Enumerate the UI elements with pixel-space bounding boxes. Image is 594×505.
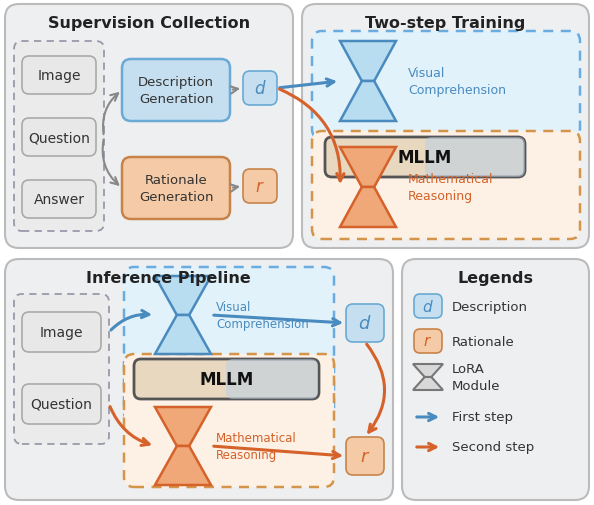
Polygon shape (155, 446, 211, 485)
Polygon shape (340, 82, 396, 122)
FancyBboxPatch shape (243, 72, 277, 106)
Text: Mathematical
Reasoning: Mathematical Reasoning (216, 431, 297, 461)
FancyBboxPatch shape (346, 437, 384, 475)
Text: Second step: Second step (452, 441, 534, 453)
Text: Inference Pipeline: Inference Pipeline (86, 270, 250, 285)
Text: $r$: $r$ (255, 178, 265, 195)
Polygon shape (340, 188, 396, 228)
FancyBboxPatch shape (124, 268, 334, 422)
Polygon shape (340, 147, 396, 188)
FancyBboxPatch shape (14, 42, 104, 231)
Text: Rationale
Generation: Rationale Generation (139, 174, 213, 204)
Polygon shape (340, 42, 396, 82)
FancyBboxPatch shape (325, 138, 525, 178)
Text: Visual
Comprehension: Visual Comprehension (216, 300, 309, 330)
Text: $r$: $r$ (360, 447, 370, 465)
Text: Question: Question (30, 397, 93, 411)
FancyBboxPatch shape (312, 132, 580, 239)
FancyBboxPatch shape (414, 329, 442, 353)
FancyBboxPatch shape (226, 359, 318, 399)
Polygon shape (413, 364, 443, 377)
FancyBboxPatch shape (22, 313, 101, 352)
Text: Rationale: Rationale (452, 335, 515, 348)
Text: Image: Image (40, 325, 83, 339)
Text: MLLM: MLLM (200, 370, 254, 388)
Text: $d$: $d$ (254, 80, 266, 98)
Text: Legends: Legends (457, 270, 533, 285)
Text: Answer: Answer (33, 192, 84, 207)
Text: Visual
Comprehension: Visual Comprehension (408, 67, 506, 97)
Text: $d$: $d$ (358, 315, 372, 332)
Text: $d$: $d$ (422, 298, 434, 315)
Text: Supervision Collection: Supervision Collection (48, 16, 250, 30)
Text: First step: First step (452, 411, 513, 424)
FancyBboxPatch shape (243, 170, 277, 204)
FancyBboxPatch shape (5, 260, 393, 500)
FancyBboxPatch shape (346, 305, 384, 342)
FancyBboxPatch shape (425, 138, 525, 178)
FancyBboxPatch shape (5, 5, 293, 248)
FancyBboxPatch shape (414, 294, 442, 318)
Text: LoRA
Module: LoRA Module (452, 363, 501, 392)
Polygon shape (155, 407, 211, 446)
FancyBboxPatch shape (22, 181, 96, 219)
Polygon shape (413, 377, 443, 390)
FancyBboxPatch shape (122, 60, 230, 122)
Text: Question: Question (28, 131, 90, 145)
Text: Image: Image (37, 69, 81, 83)
Polygon shape (155, 276, 211, 316)
Text: Description: Description (452, 300, 528, 313)
FancyBboxPatch shape (22, 57, 96, 95)
Text: Two-step Training: Two-step Training (365, 16, 526, 30)
Text: Description
Generation: Description Generation (138, 76, 214, 106)
FancyBboxPatch shape (402, 260, 589, 500)
Polygon shape (155, 316, 211, 355)
FancyBboxPatch shape (122, 158, 230, 220)
FancyBboxPatch shape (22, 119, 96, 157)
FancyBboxPatch shape (312, 32, 580, 140)
Text: $r$: $r$ (424, 334, 432, 349)
FancyBboxPatch shape (302, 5, 589, 248)
Text: Mathematical
Reasoning: Mathematical Reasoning (408, 173, 494, 203)
FancyBboxPatch shape (14, 294, 109, 444)
Text: MLLM: MLLM (398, 148, 452, 167)
FancyBboxPatch shape (22, 384, 101, 424)
FancyBboxPatch shape (134, 359, 319, 399)
FancyBboxPatch shape (124, 355, 334, 487)
